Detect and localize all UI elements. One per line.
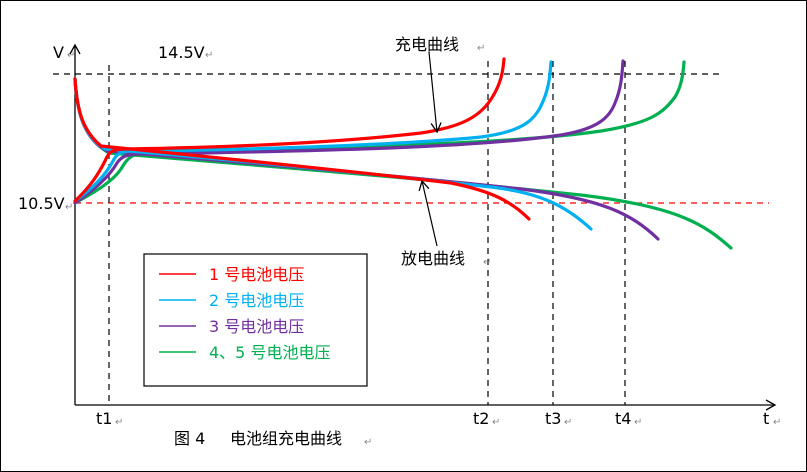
x-tick-t4: t4	[615, 409, 631, 428]
legend-label: 1 号电池电压	[209, 265, 304, 284]
paragraph-mark: ↵	[634, 417, 642, 428]
discharge-annotation-arrow	[418, 179, 438, 247]
charge-annotation-arrow	[428, 51, 442, 134]
series-1-charge-curve	[73, 57, 506, 203]
paragraph-mark: ↵	[477, 43, 485, 54]
series-3-charge-curve	[73, 59, 625, 205]
paragraph-mark: ↵	[364, 437, 372, 448]
legend-box	[143, 253, 368, 387]
paragraph-mark: ↵	[115, 417, 123, 428]
paragraph-mark: ↵	[65, 202, 73, 213]
discharge-curve-label: 放电曲线	[401, 249, 465, 268]
x-axis-label: t	[763, 409, 769, 428]
label-10-5v: 10.5V	[18, 194, 65, 213]
paragraph-mark: ↵	[492, 417, 500, 428]
paragraph-mark: ↵	[483, 257, 491, 268]
legend-label: 3 号电池电压	[209, 317, 304, 336]
charge-curve-label: 充电曲线	[395, 35, 459, 54]
label-14-5v: 14.5V	[158, 43, 205, 62]
figure-caption-title: 电池组充电曲线	[230, 429, 342, 448]
paragraph-mark: ↵	[205, 50, 213, 61]
series-1-discharge-curve	[73, 77, 531, 221]
paragraph-mark: ↵	[564, 417, 572, 428]
y-axis-label: V	[53, 43, 64, 62]
x-tick-t2: t2	[473, 409, 489, 428]
x-tick-t1: t1	[96, 409, 112, 428]
series-3-discharge-curve	[73, 77, 660, 241]
figure-caption-number: 图 4	[174, 429, 205, 448]
paragraph-mark: ↵	[773, 417, 781, 428]
legend-label: 2 号电池电压	[209, 291, 304, 310]
series-4-charge-curve	[73, 60, 686, 205]
paragraph-mark: ↵	[67, 50, 75, 61]
series-2-charge-curve	[73, 60, 553, 203]
series-4-discharge-curve	[73, 77, 733, 250]
legend-label: 4、5 号电池电压	[209, 343, 330, 362]
x-tick-t3: t3	[545, 409, 561, 428]
